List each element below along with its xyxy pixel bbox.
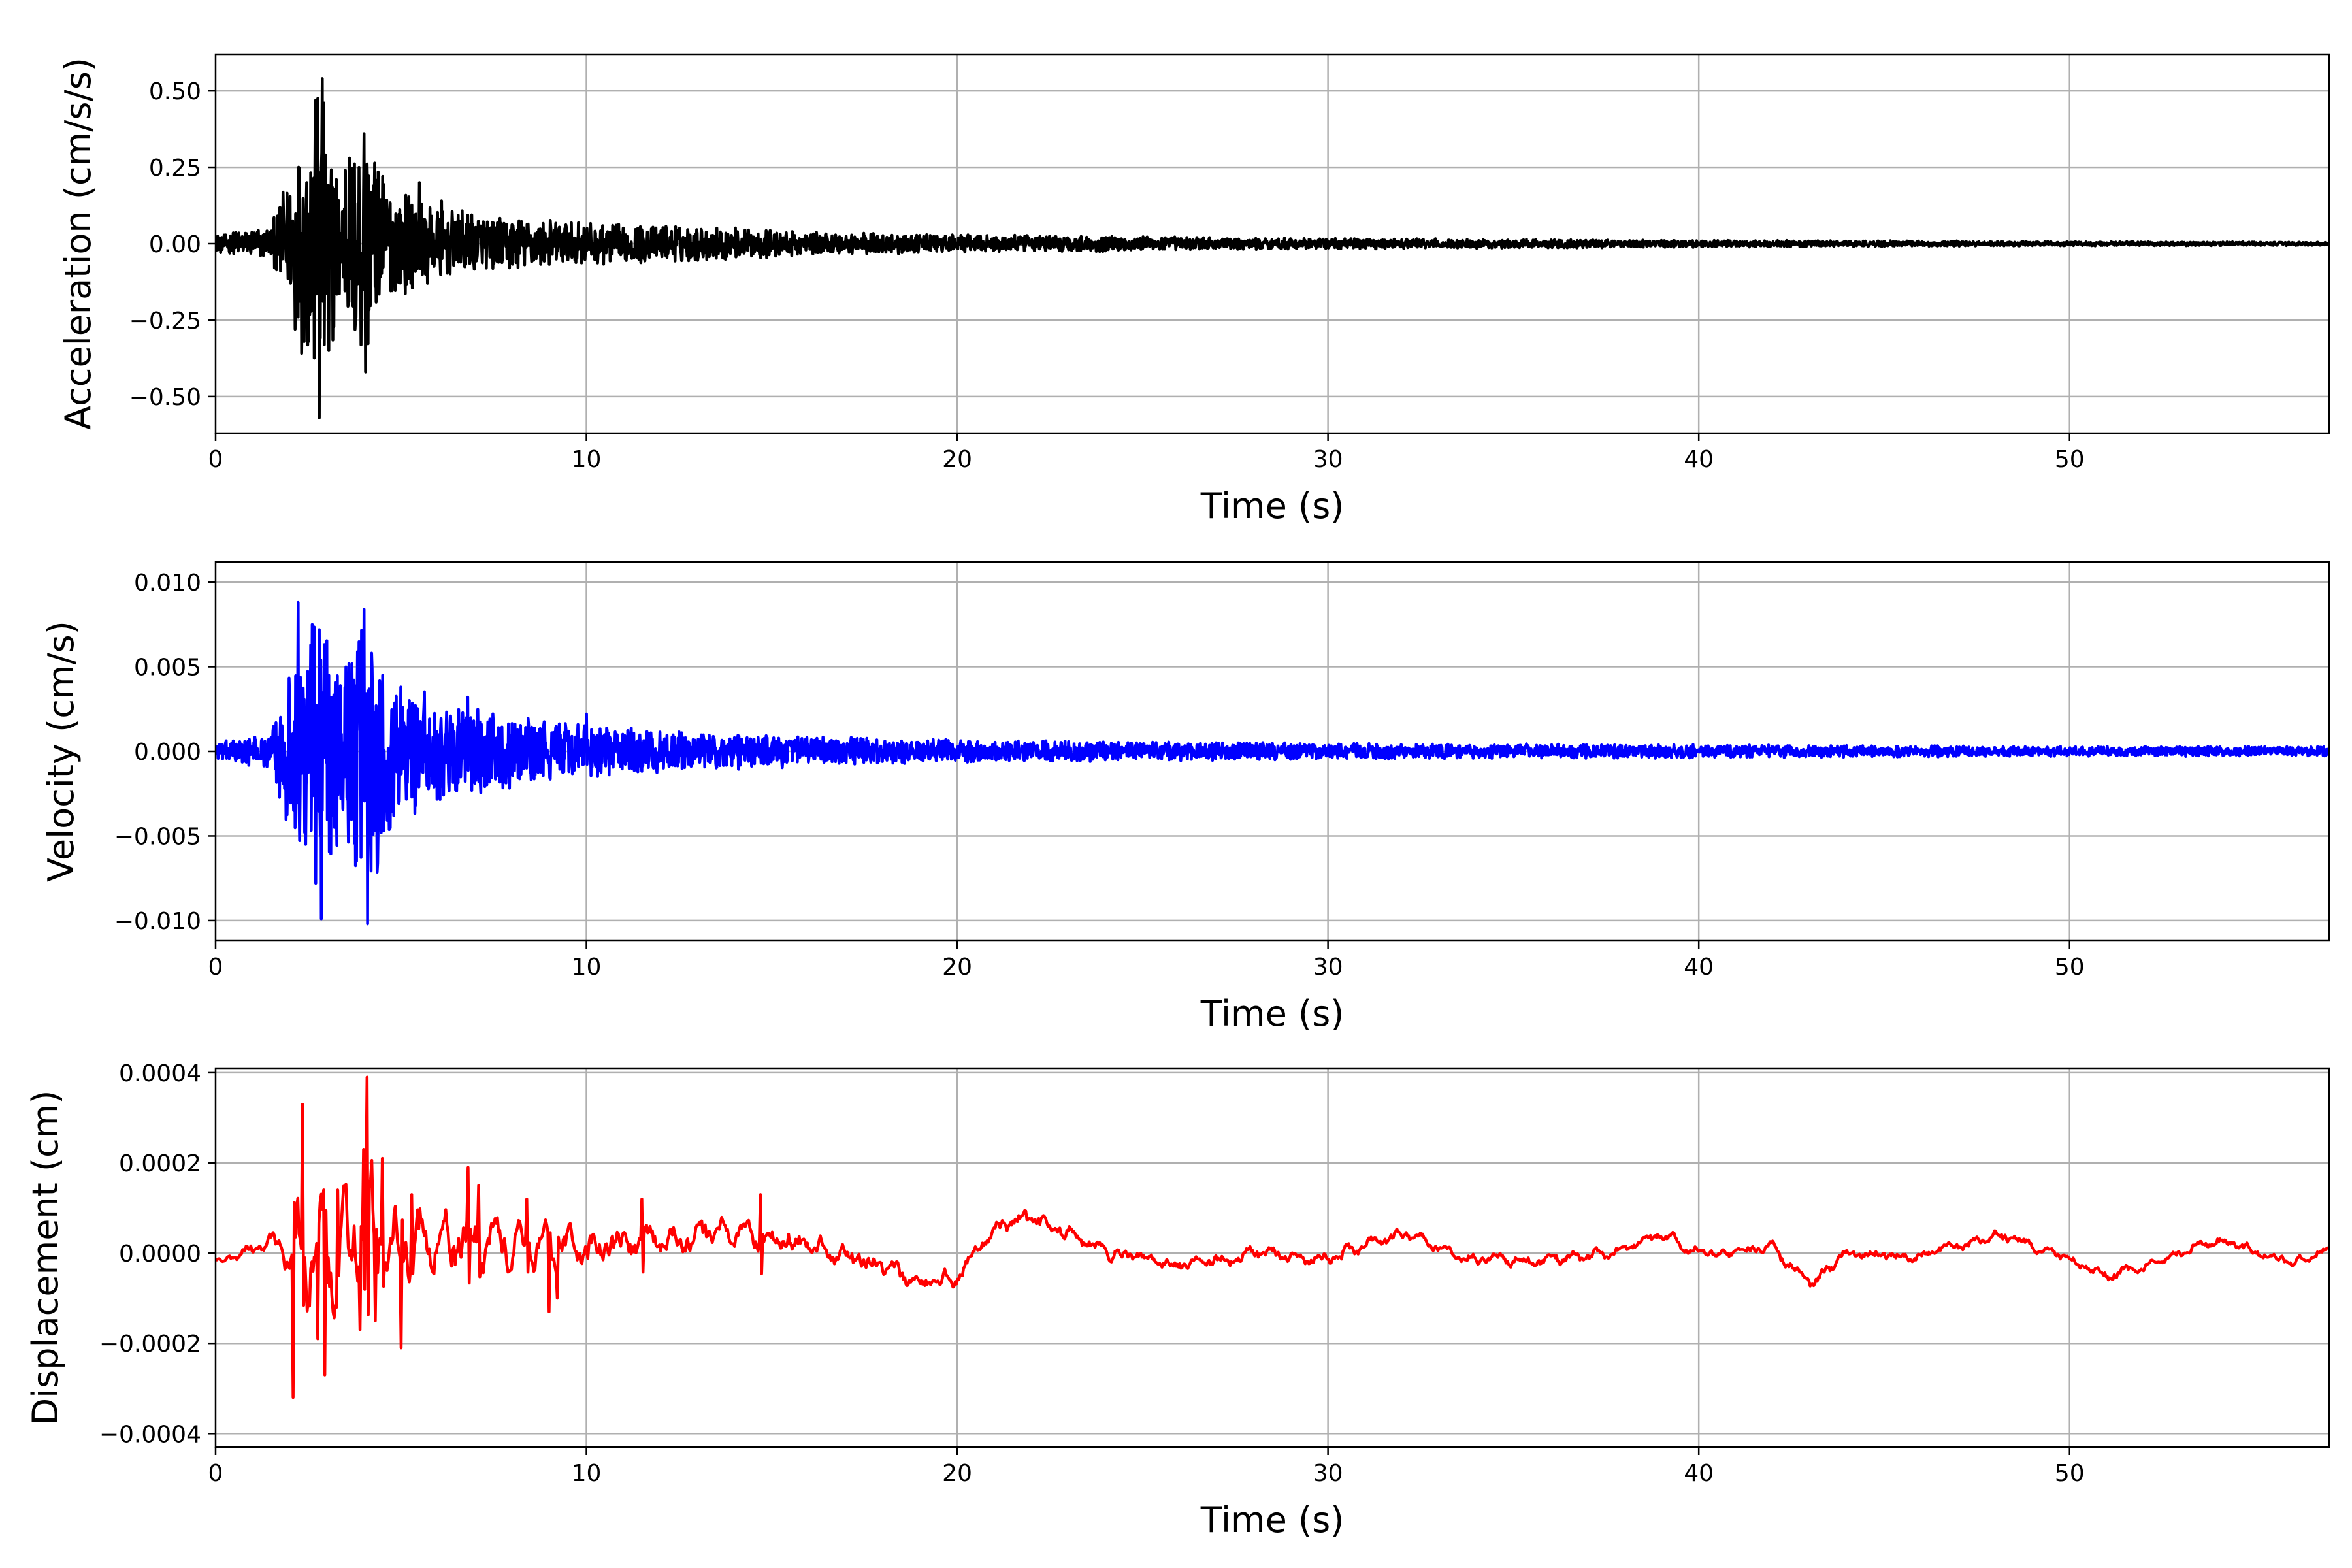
velocity-x-tick-label-5: 50: [2055, 954, 2085, 981]
acceleration-y-tick-label-0: −0.50: [129, 384, 201, 411]
displacement-plot-area: [216, 1068, 2329, 1447]
panels: 0 10 20 30 40 50 −0.50 −0.25 0.00 0.25 0.50 Time (s…: [25, 53, 2330, 1541]
displacement-y-tick-label-0: −0.0004: [99, 1421, 201, 1448]
displacement-panel: 0 10 20 30 40 50 −0.0004 −0.0002 0.0000 0.0002 0.0…: [25, 1060, 2330, 1541]
acceleration-y-tick-label-1: −0.25: [129, 308, 201, 335]
acceleration-x-tick-label-1: 10: [572, 446, 602, 473]
velocity-y-tick-label-3: 0.005: [134, 655, 201, 681]
displacement-y-tick-label-1: −0.0002: [99, 1331, 201, 1358]
acceleration-panel: 0 10 20 30 40 50 −0.50 −0.25 0.00 0.25 0.50 Time (s…: [57, 53, 2330, 527]
acceleration-x-tick-label-2: 20: [942, 446, 972, 473]
velocity-x-tick-label-4: 40: [1684, 954, 1714, 981]
acceleration-y-tick-label-2: 0.00: [149, 231, 201, 258]
displacement-x-tick-label-5: 50: [2055, 1460, 2085, 1487]
acceleration-y-tick-label-3: 0.25: [149, 155, 201, 182]
displacement-axes-frame: [214, 1067, 2330, 1448]
displacement-x-tick-label-2: 20: [942, 1460, 972, 1487]
displacement-x-axis-label: Time (s): [1200, 1499, 1345, 1541]
displacement-series-line: [216, 1075, 2329, 1399]
velocity-x-tick-label-3: 30: [1313, 954, 1343, 981]
acceleration-series-line: [216, 77, 2329, 419]
acceleration-y-axis-label: Acceleration (cm/s/s): [57, 57, 99, 430]
displacement-y-tick-label-4: 0.0004: [119, 1060, 201, 1087]
velocity-x-tick-label-2: 20: [942, 954, 972, 981]
acceleration-x-tick-label-3: 30: [1313, 446, 1343, 473]
acceleration-x-tick-label-0: 0: [208, 446, 223, 473]
velocity-x-axis-label: Time (s): [1200, 993, 1345, 1034]
velocity-x-tick-label-1: 10: [572, 954, 602, 981]
velocity-y-tick-label-2: 0.000: [134, 739, 201, 766]
displacement-x-tick-label-0: 0: [208, 1460, 223, 1487]
displacement-x-tick-label-4: 40: [1684, 1460, 1714, 1487]
velocity-y-tick-label-4: 0.010: [134, 570, 201, 596]
acceleration-y-tick-label-4: 0.50: [149, 78, 201, 105]
velocity-y-axis-label: Velocity (cm/s): [41, 621, 82, 882]
displacement-y-tick-label-3: 0.0002: [119, 1151, 201, 1177]
displacement-y-tick-label-2: 0.0000: [119, 1241, 201, 1267]
displacement-x-tick-label-1: 10: [572, 1460, 602, 1487]
velocity-panel: 0 10 20 30 40 50 −0.010 −0.005 0.000 0.005 0.010 Ti…: [41, 561, 2330, 1034]
velocity-x-tick-label-0: 0: [208, 954, 223, 981]
acceleration-x-axis-label: Time (s): [1200, 485, 1345, 527]
displacement-y-axis-label: Displacement (cm): [25, 1090, 66, 1426]
displacement-x-tick-label-3: 30: [1313, 1460, 1343, 1487]
velocity-y-tick-label-0: −0.010: [114, 908, 201, 935]
acceleration-x-tick-label-4: 40: [1684, 446, 1714, 473]
velocity-series-line: [216, 600, 2329, 926]
acceleration-x-tick-label-5: 50: [2055, 446, 2085, 473]
velocity-y-tick-label-1: −0.005: [114, 823, 201, 850]
